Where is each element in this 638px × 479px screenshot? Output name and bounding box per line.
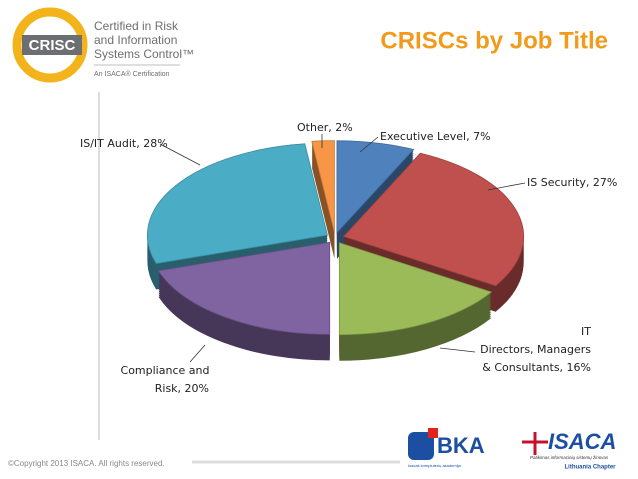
slice bbox=[311, 140, 335, 233]
logo-band bbox=[22, 35, 82, 55]
leader-line bbox=[487, 182, 526, 191]
logo-mark: CRISC bbox=[29, 37, 76, 54]
isaca-cross bbox=[522, 432, 548, 455]
data-label: Executive Level, 7% bbox=[380, 130, 491, 143]
logo-line: and Information bbox=[94, 33, 177, 47]
leader-line bbox=[159, 143, 201, 166]
slice bbox=[147, 143, 328, 264]
slice bbox=[336, 140, 415, 234]
footer: ©Copyright 2013 ISACA. All rights reserv… bbox=[8, 459, 165, 468]
logo-line: Certified in Risk bbox=[94, 19, 179, 33]
isaca-tagline: Patikimas informacinių sistemų žinovas bbox=[530, 455, 609, 460]
bka-icon bbox=[408, 432, 434, 460]
slice bbox=[342, 152, 525, 287]
chart-title: CRISCs by Job Title bbox=[380, 27, 608, 54]
isaca-logo: ISACA bbox=[548, 429, 616, 454]
data-label: Risk, 20% bbox=[155, 382, 209, 395]
bka-logo: BKA bbox=[437, 433, 485, 458]
leader-line bbox=[359, 136, 379, 153]
data-label: Other, 2% bbox=[297, 121, 353, 134]
data-label: Directors, Managers bbox=[480, 343, 591, 356]
logo-ring bbox=[12, 7, 88, 83]
data-label: Compliance and bbox=[121, 364, 210, 377]
pie-chart: Executive Level, 7% IS Security, 27% IT Dir… bbox=[80, 121, 617, 395]
data-label: IT bbox=[581, 325, 591, 338]
data-label: IS/IT Audit, 28% bbox=[80, 137, 168, 150]
data-label: & Consultants, 16% bbox=[482, 361, 591, 374]
bka-icon-dot bbox=[428, 428, 438, 438]
leader-line bbox=[189, 344, 206, 363]
data-label: IS Security, 27% bbox=[527, 176, 617, 189]
leader-line bbox=[439, 347, 476, 353]
slice bbox=[157, 241, 331, 335]
slice bbox=[338, 242, 493, 336]
isaca-chapter: Lithuania Chapter bbox=[564, 465, 616, 471]
logo-tagline: An ISACA® Certification bbox=[94, 70, 170, 78]
logo-line: Systems Control™ bbox=[94, 47, 194, 61]
bka-tagline: Isacaš kompiuterių akademija bbox=[408, 463, 461, 468]
